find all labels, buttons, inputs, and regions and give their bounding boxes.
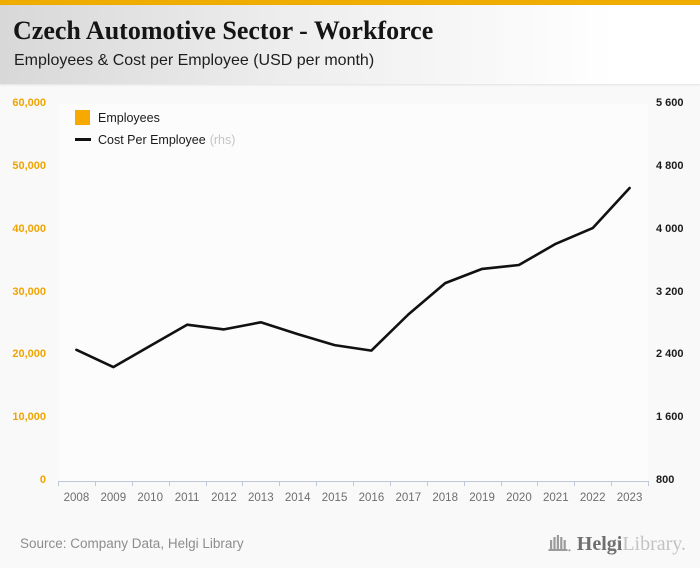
cost-line-swatch-icon <box>75 138 91 141</box>
employees-swatch-icon <box>75 110 90 125</box>
x-axis-tick <box>58 481 59 486</box>
right-axis-tick-label: 800 <box>656 474 675 486</box>
x-axis-tick <box>648 481 649 486</box>
right-axis-tick-label: 5 600 <box>656 97 684 109</box>
x-axis-year-label: 2020 <box>506 492 532 504</box>
x-axis-tick <box>279 481 281 486</box>
helgi-library-logo: Helgi Library. <box>548 530 686 556</box>
x-axis-year-label: 2008 <box>63 492 90 504</box>
x-axis-tick <box>205 481 207 486</box>
page-title: Czech Automotive Sector - Workforce <box>13 16 434 45</box>
x-axis-tick <box>500 481 502 486</box>
right-axis-tick-label: 2 400 <box>656 348 684 361</box>
x-axis-year-label: 2018 <box>432 492 458 504</box>
x-axis-year-label: 2021 <box>543 492 569 504</box>
left-axis-tick-label: 50,000 <box>12 159 46 172</box>
x-axis-tick <box>94 481 96 486</box>
x-axis-year-label: 2009 <box>100 492 127 504</box>
x-axis-tick <box>168 481 170 486</box>
left-axis-tick-label: 0 <box>39 474 46 486</box>
left-axis-tick-label: 60,000 <box>12 97 46 109</box>
x-axis-year-label: 2014 <box>284 492 311 504</box>
x-axis-year-label: 2022 <box>579 492 606 504</box>
legend-item-cost: Cost Per Employee (rhs) <box>75 132 235 147</box>
logo-text-helgi: Helgi <box>576 533 623 555</box>
x-axis-year-label: 2013 <box>248 492 274 504</box>
left-axis-tick-label: 20,000 <box>12 348 46 361</box>
x-axis-year-label: 2017 <box>395 492 422 504</box>
left-axis-tick-label: 40,000 <box>12 222 46 235</box>
x-axis-tick <box>242 481 244 486</box>
x-axis-line <box>58 481 649 482</box>
legend-rhs-suffix: (rhs) <box>209 132 236 147</box>
logo-text-library: Library. <box>622 533 686 555</box>
x-axis-tick <box>426 481 428 486</box>
x-axis-year-label: 2012 <box>211 492 237 504</box>
x-axis-year-label: 2010 <box>137 492 163 504</box>
x-axis-year-label: 2011 <box>174 492 200 504</box>
right-axis-tick-label: 3 200 <box>656 285 684 298</box>
x-axis-tick <box>574 481 576 486</box>
legend-cost-label: Cost Per Employee <box>98 132 206 147</box>
x-axis-year-label: 2015 <box>321 492 348 504</box>
left-axis-tick-label: 10,000 <box>12 411 46 424</box>
x-axis-tick <box>131 481 133 486</box>
x-axis-tick <box>463 481 465 486</box>
chart-footer: Source: Company Data, Helgi Library Helg… <box>0 520 700 568</box>
chart-legend: Employees Cost Per Employee (rhs) <box>75 110 235 154</box>
legend-item-employees: Employees <box>75 110 235 125</box>
right-axis-tick-label: 1 600 <box>656 411 684 424</box>
x-axis-tick <box>353 481 354 486</box>
chart-area: 2023 2022 2021 2020 2019 2018 2017 2016 2015 2014… <box>0 84 700 520</box>
x-axis-tick <box>316 481 318 486</box>
chart-header: Czech Automotive Sector - Workforce Empl… <box>0 5 700 84</box>
left-axis-tick-label: 30,000 <box>12 285 46 298</box>
source-note: Source: Company Data, Helgi Library <box>20 536 244 551</box>
x-axis-tick <box>389 481 391 486</box>
x-axis-year-label: 2019 <box>469 492 495 504</box>
brand-accent-bar <box>0 0 700 5</box>
legend-employees-label: Employees <box>98 110 160 125</box>
x-axis-tick <box>611 481 613 486</box>
plot-background <box>58 104 648 481</box>
right-axis-tick-label: 4 000 <box>656 222 684 235</box>
x-axis-year-label: 2016 <box>358 492 385 504</box>
x-axis-tick <box>537 481 539 486</box>
page-subtitle: Employees & Cost per Employee (USD per m… <box>14 52 375 69</box>
bridge-icon <box>548 535 571 552</box>
x-axis-year-label: 2023 <box>616 492 643 504</box>
right-axis-tick-label: 4 800 <box>656 159 684 172</box>
